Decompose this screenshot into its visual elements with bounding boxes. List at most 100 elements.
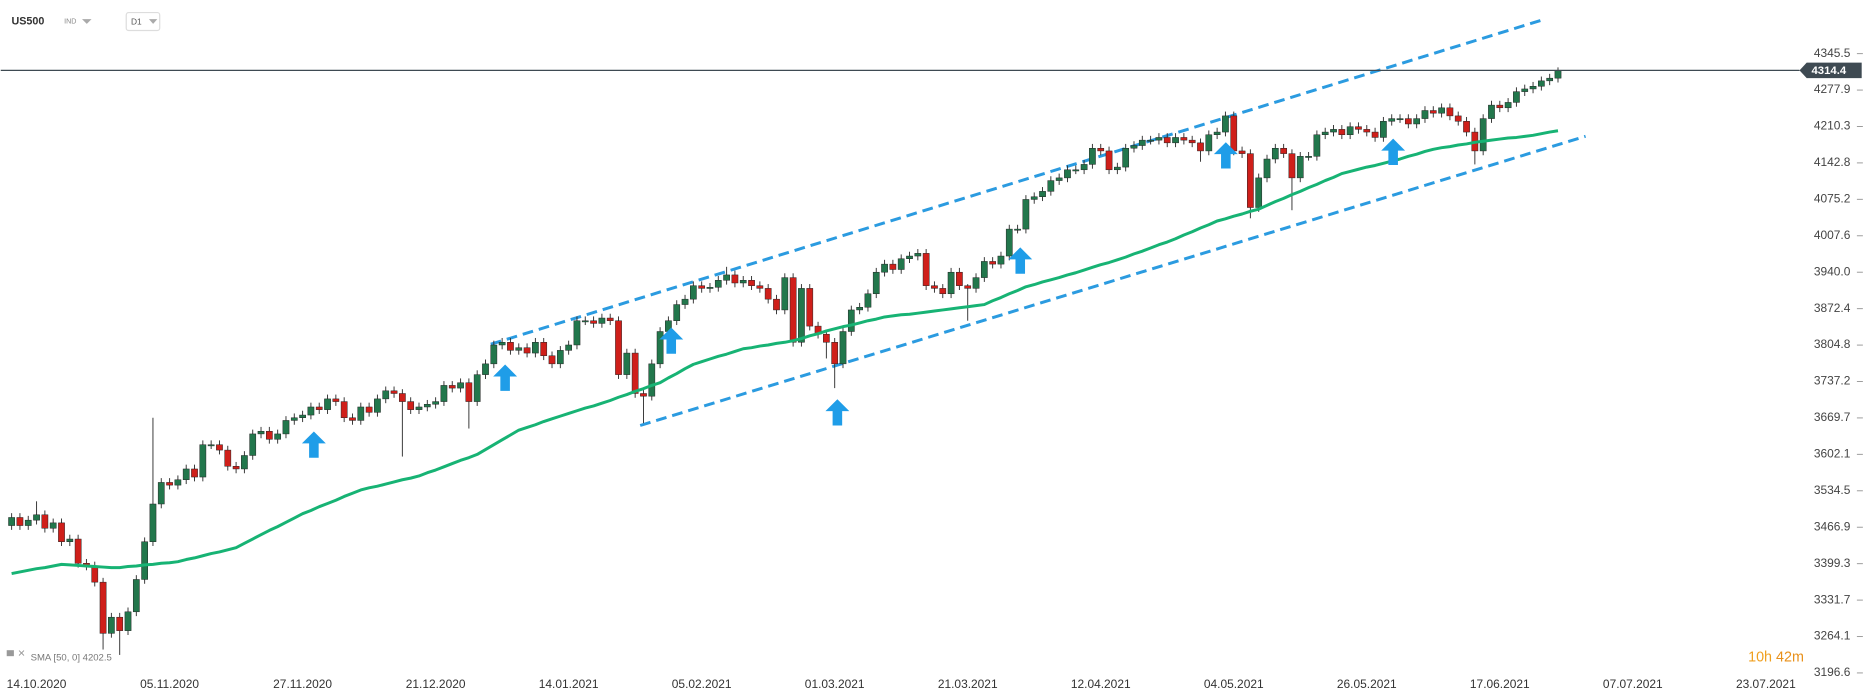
x-tick-label: 07.07.2021 — [1603, 677, 1663, 691]
candle-body — [207, 444, 215, 447]
candle-body — [706, 287, 714, 289]
candle-body — [1255, 177, 1263, 208]
candle-body — [1479, 118, 1487, 152]
candle-body — [1263, 158, 1271, 179]
candle-body — [1488, 104, 1495, 119]
candle-body — [1222, 115, 1229, 133]
last-price-box — [1799, 62, 1862, 79]
x-tick-label: 05.02.2021 — [672, 677, 732, 691]
arrow — [493, 364, 518, 391]
y-tick-label: 3737.2 — [1814, 374, 1851, 388]
dropdown-icon[interactable] — [82, 19, 92, 24]
candle-body — [523, 347, 531, 354]
market[interactable]: IND — [64, 17, 76, 25]
y-tick-label: 3399.3 — [1814, 556, 1851, 570]
x-tick-label: 14.01.2021 — [539, 677, 599, 691]
x-tick-label: 23.07.2021 — [1736, 677, 1796, 691]
candle-body — [49, 522, 57, 529]
candle-body — [1321, 131, 1329, 135]
candle-body — [1554, 70, 1562, 79]
candle-body — [1213, 131, 1221, 135]
arrow — [825, 399, 850, 426]
indicator-close[interactable]: ✕ — [17, 648, 25, 659]
candle-body — [931, 285, 938, 289]
candle-body — [581, 320, 589, 323]
candle-body — [606, 317, 614, 321]
candle-body — [1313, 134, 1321, 157]
candle-body — [756, 285, 764, 289]
candle-body — [1421, 110, 1429, 119]
candle-body — [1396, 118, 1404, 121]
candle-body — [290, 417, 298, 421]
candle-body — [108, 616, 115, 634]
y-tick-label: 4007.6 — [1814, 228, 1851, 242]
candle-body — [1030, 196, 1038, 200]
candle-body — [773, 298, 780, 311]
candle-body — [1238, 150, 1246, 154]
candle-body — [1005, 228, 1013, 257]
candle-body — [66, 538, 74, 542]
candle-body — [182, 468, 190, 480]
candle-body — [141, 541, 148, 580]
candle-body — [407, 401, 415, 410]
candle-body — [332, 398, 340, 402]
candle-body — [24, 519, 32, 526]
candle-body — [224, 449, 232, 467]
y-tick-label: 3331.7 — [1814, 592, 1851, 606]
candle-body — [365, 406, 373, 413]
candle-body — [216, 444, 223, 451]
y-tick-label: 3534.5 — [1814, 483, 1851, 497]
candle-body — [623, 352, 631, 375]
candle-body — [881, 263, 888, 273]
candle-body — [540, 342, 548, 357]
candle-body — [307, 406, 315, 416]
timeframe-box[interactable] — [125, 11, 161, 32]
candle-body — [1446, 107, 1454, 117]
symbol: US500 — [11, 15, 44, 27]
timeframe[interactable]: D1 — [131, 16, 142, 26]
candle-body — [166, 482, 173, 486]
candle-body — [922, 253, 930, 286]
candle-body — [1072, 169, 1080, 172]
candle-body — [1305, 156, 1312, 158]
candle-body — [482, 363, 489, 375]
candle-body — [58, 522, 65, 542]
candle-body — [980, 261, 988, 278]
candle-body — [8, 517, 15, 526]
candle-body — [265, 430, 273, 440]
candle-body — [91, 565, 99, 583]
candle-body — [199, 444, 207, 478]
x-tick-label: 04.05.2021 — [1204, 677, 1264, 691]
candle-body — [1504, 102, 1512, 109]
candle-body — [1172, 137, 1179, 144]
candle-body — [939, 288, 947, 295]
countdown-minutes: 42m — [1776, 649, 1804, 665]
x-tick-label: 14.10.2020 — [7, 677, 67, 691]
candle-body — [839, 331, 847, 365]
candle-body — [1230, 115, 1238, 152]
candle-body — [798, 288, 805, 343]
candle-body — [556, 350, 564, 365]
candle-body — [906, 255, 913, 259]
candle-body — [157, 482, 165, 505]
candle-body — [515, 347, 523, 351]
indicator-legend: ✕ SMA [50, 0] 4202.5 — [6, 648, 112, 663]
y-tick-label: 3196.6 — [1814, 665, 1851, 679]
candle-body — [681, 298, 689, 305]
candle-body — [1330, 129, 1337, 133]
channel-upper — [490, 17, 1546, 346]
candle-body — [282, 420, 290, 435]
dropdown-icon[interactable] — [148, 19, 158, 24]
y-tick-label: 3804.8 — [1814, 337, 1851, 351]
sma-line — [11, 129, 1559, 575]
candle-body — [299, 414, 306, 418]
candle-body — [565, 344, 572, 351]
candle-body — [956, 271, 963, 286]
candle-body — [731, 274, 739, 284]
candle-body — [1138, 139, 1146, 146]
candle-body — [1296, 156, 1304, 179]
y-tick-label: 4142.8 — [1814, 155, 1851, 169]
indicator-icon[interactable] — [6, 650, 14, 657]
candle-body — [1529, 86, 1537, 90]
